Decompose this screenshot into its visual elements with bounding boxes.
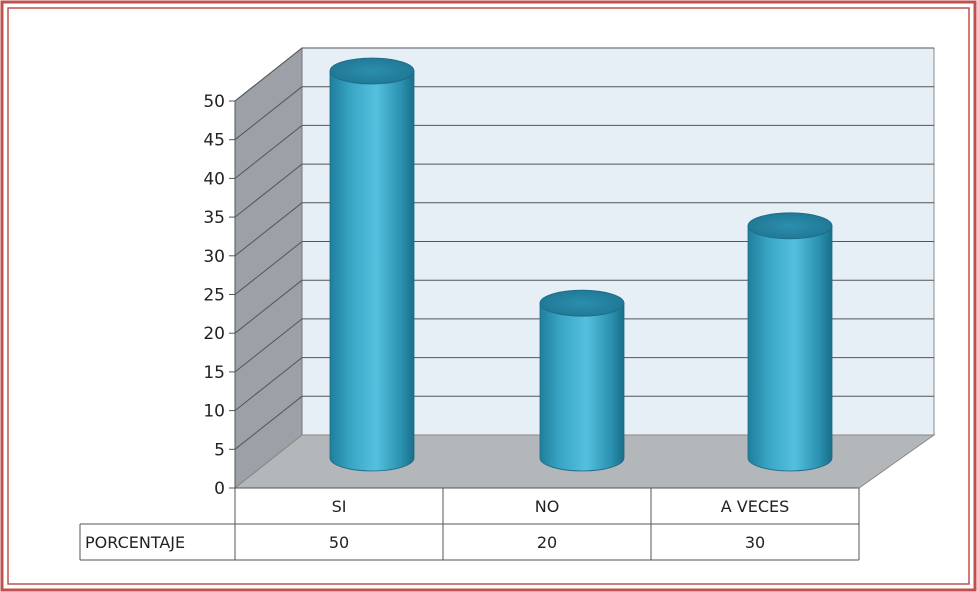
data-value-label: 20 [537,533,557,552]
x-category-label: NO [535,497,560,516]
gridline-side [234,395,303,450]
data-table: SI NO A VECES PORCENTAJE 50 20 30 [79,487,860,561]
y-tick-label: 40 [203,169,225,189]
y-axis-tick-labels: 0 5 10 15 20 25 30 35 40 45 50 [203,92,236,499]
y-tick-label: 20 [203,324,225,344]
y-tick-label: 45 [203,131,225,151]
bar-top [539,289,625,317]
gridline-side [234,86,303,141]
x-category-label: A VECES [721,497,790,516]
gridline-side [234,163,303,218]
inner-frame-border [7,7,970,585]
y-tick-label: 0 [214,479,225,499]
series-name: PORCENTAJE [85,533,185,552]
bar-no [539,289,625,472]
x-category-label: SI [332,497,347,516]
bar-body [329,70,415,472]
bar-a-veces [747,212,833,472]
bars [329,57,833,472]
y-tick-label: 35 [203,208,225,228]
gridline-side [234,357,303,411]
bar-top [747,212,833,240]
bar-si [329,57,415,472]
y-tick-label: 10 [203,402,225,422]
y-tick-label: 50 [203,92,225,112]
gridline-side [234,125,303,179]
bar-top [329,57,415,85]
gridline-side [234,279,303,334]
data-value-label: 50 [329,533,349,552]
gridline-side [234,241,303,295]
gridline-side [234,202,303,257]
y-tick-label: 15 [203,363,225,383]
y-tick-label: 25 [203,286,225,306]
y-tick-label: 30 [203,247,225,267]
gridline-side [234,318,303,373]
y-tick-label: 5 [214,440,225,460]
bar-body [539,302,625,472]
data-value-label: 30 [745,533,765,552]
bar-body [747,225,833,472]
gridline-side [234,47,303,102]
